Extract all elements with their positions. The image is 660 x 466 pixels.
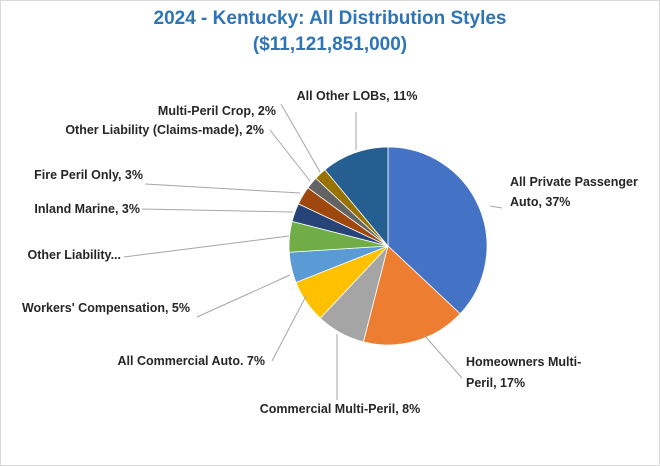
pie-slice xyxy=(362,245,461,346)
chart-subtitle: ($11,121,851,000) xyxy=(252,34,408,55)
leader-line xyxy=(196,274,291,318)
pie-slice xyxy=(387,146,488,315)
data-label: Commercial Multi-Peril, 8% xyxy=(260,402,420,416)
leader-line xyxy=(269,129,311,182)
data-label: All Commercial Auto. 7% xyxy=(118,354,266,368)
chart-title: 2024 - Kentucky: All Distribution Styles xyxy=(153,8,507,29)
leader-line xyxy=(144,183,301,194)
data-label: Inland Marine, 3% xyxy=(34,202,140,216)
leader-line xyxy=(271,295,307,362)
leader-line xyxy=(280,103,321,173)
data-label: All Private Passenger Auto, 37% xyxy=(510,175,638,209)
data-label: Homeowners Multi-Peril, 17% xyxy=(466,355,581,390)
data-label: Fire Peril Only, 3% xyxy=(34,168,143,182)
data-label: Other Liability (Claims-made), 2% xyxy=(65,123,264,137)
data-label: All Other LOBs, 11% xyxy=(297,89,418,103)
leader-line xyxy=(141,208,294,213)
data-label: Other Liability... xyxy=(27,248,121,262)
pie-slice xyxy=(324,146,389,248)
data-label: Workers' Compensation, 5% xyxy=(22,301,190,315)
data-label: Multi-Peril Crop, 2% xyxy=(158,104,276,118)
leader-line xyxy=(489,205,503,209)
leader-line xyxy=(423,334,463,379)
leader-line xyxy=(123,235,290,258)
